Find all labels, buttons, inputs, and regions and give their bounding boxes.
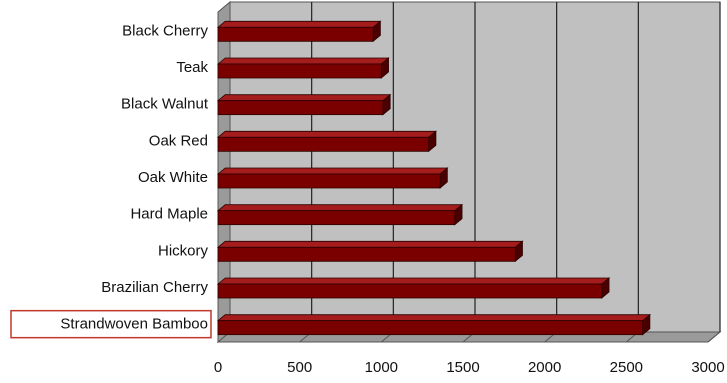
x-tick-label: 2500 [610,359,643,376]
bar-top-face [216,240,524,248]
bar [217,246,516,262]
bar [217,210,456,226]
bar-top-face [216,167,449,175]
bar [217,26,374,42]
bar-top-face [216,204,464,212]
category-label: Oak White [138,169,208,186]
bar-top-face [216,94,392,102]
category-label: Teak [176,59,208,76]
category-label: Hickory [158,242,209,259]
bar-top-face [216,20,382,28]
bar [217,173,441,189]
x-tick-label: 3000 [691,359,724,376]
category-label: Black Walnut [121,96,209,113]
category-label: Oak Red [149,132,208,149]
bar [217,63,382,79]
gridline-floor [707,331,721,343]
bar-top-face [216,57,390,65]
category-label: Black Cherry [122,22,208,39]
bar [217,100,384,116]
bar-top-face [216,277,611,285]
bar [217,320,644,336]
x-tick-label: 0 [214,359,222,376]
bar-top-face [216,130,438,138]
highlight-box [10,309,212,339]
bar-top-face [216,314,651,322]
bar [217,283,603,299]
x-tick-label: 1000 [365,359,398,376]
category-label: Strandwoven Bamboo [60,316,208,333]
x-tick-label: 1500 [446,359,479,376]
x-tick-label: 500 [287,359,312,376]
category-label: Hard Maple [130,206,208,223]
bar [217,136,430,152]
x-tick-label: 2000 [528,359,561,376]
category-label: Brazilian Cherry [101,279,208,296]
